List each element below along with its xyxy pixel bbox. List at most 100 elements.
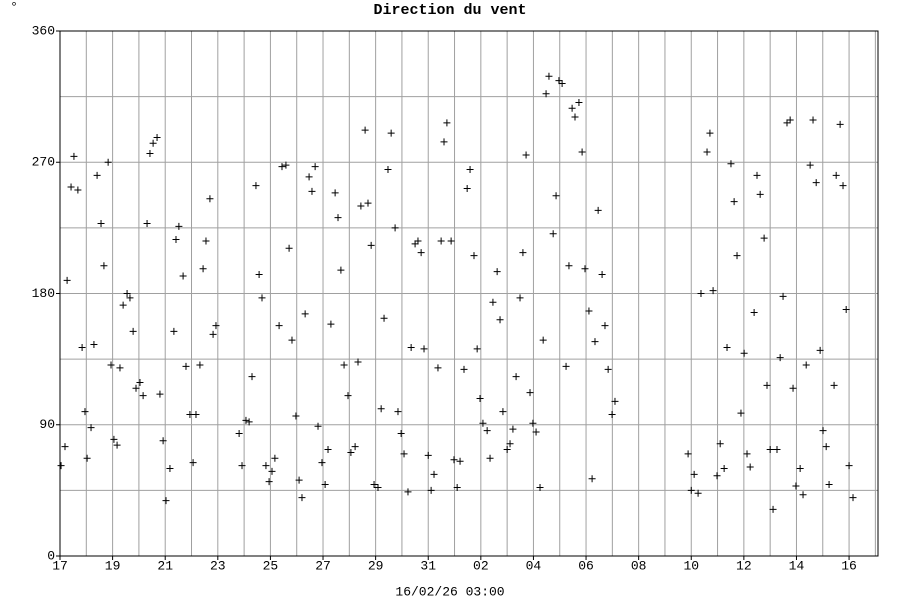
point (832, 171, 840, 179)
point (156, 390, 164, 398)
point (100, 262, 108, 270)
x-tick-label: 10 (683, 558, 699, 573)
point (331, 189, 339, 197)
point (773, 446, 781, 454)
point (849, 494, 857, 502)
point (159, 437, 167, 445)
point (453, 483, 461, 491)
point (411, 240, 419, 248)
point (786, 116, 794, 124)
point (57, 462, 65, 470)
point (70, 152, 78, 160)
point (78, 343, 86, 351)
point (143, 220, 151, 227)
y-tick-label: 270 (32, 155, 55, 170)
point (842, 306, 850, 314)
point (129, 327, 137, 335)
point (172, 236, 180, 244)
point (175, 222, 183, 230)
point (275, 322, 283, 330)
point (727, 160, 735, 168)
point (90, 341, 98, 349)
point (819, 427, 827, 435)
point (434, 364, 442, 372)
x-tick-label: 04 (526, 558, 542, 573)
point (460, 365, 468, 373)
point (370, 481, 378, 489)
x-tick-label: 17 (52, 558, 68, 573)
point (67, 183, 75, 191)
point (776, 354, 784, 362)
point (104, 158, 112, 166)
point (196, 361, 204, 369)
point (146, 150, 154, 157)
point (97, 220, 105, 227)
x-tick-label: 25 (263, 558, 279, 573)
x-tick-label: 31 (420, 558, 436, 573)
x-tick-label: 21 (157, 558, 173, 573)
point (703, 148, 711, 156)
point (252, 182, 260, 190)
point (687, 486, 695, 494)
point (387, 129, 395, 137)
point (186, 411, 194, 419)
point (720, 465, 728, 472)
point (364, 199, 372, 207)
point (235, 430, 243, 437)
point (278, 163, 286, 171)
point (608, 411, 616, 419)
point (750, 308, 758, 316)
point (816, 346, 824, 354)
points (57, 72, 857, 513)
point (166, 465, 174, 472)
point (314, 422, 322, 430)
point (466, 166, 474, 174)
point (407, 343, 415, 351)
point (116, 364, 124, 372)
x-tick-label: 14 (789, 558, 805, 573)
point (447, 237, 455, 245)
point (529, 419, 537, 427)
point (262, 462, 270, 470)
point (265, 478, 273, 486)
point (212, 322, 220, 330)
point (588, 475, 596, 483)
point (327, 320, 335, 328)
point (361, 126, 369, 134)
point (238, 462, 246, 470)
point (549, 230, 557, 238)
point (417, 249, 425, 257)
y-tick-label: 360 (32, 23, 55, 38)
point (83, 454, 91, 462)
point (456, 457, 464, 465)
point (581, 265, 589, 273)
grid (59, 30, 878, 557)
point (578, 148, 586, 156)
point (796, 465, 804, 472)
point (809, 116, 817, 124)
point (512, 373, 520, 381)
point (248, 373, 256, 381)
point (391, 224, 399, 232)
x-tick-label: 08 (631, 558, 647, 573)
point (242, 416, 250, 424)
point (357, 202, 365, 210)
point (81, 408, 89, 416)
point (149, 139, 157, 147)
point (509, 425, 517, 433)
point (119, 301, 127, 309)
point (733, 252, 741, 260)
point (443, 119, 451, 127)
point (334, 214, 342, 222)
point (799, 491, 807, 499)
point (318, 459, 326, 467)
point (93, 171, 101, 179)
point (836, 120, 844, 128)
point (684, 450, 692, 458)
point (424, 451, 432, 459)
point (709, 287, 717, 295)
point (539, 336, 547, 344)
point (245, 418, 253, 426)
point (271, 454, 279, 462)
point (845, 462, 853, 470)
